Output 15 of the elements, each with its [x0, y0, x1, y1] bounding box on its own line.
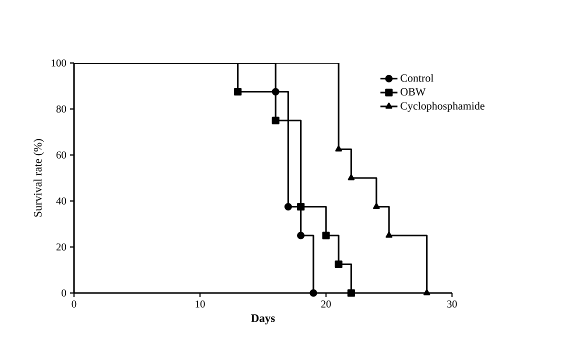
y-tick-label: 60 — [56, 151, 66, 159]
x-tick-label: 30 — [447, 300, 457, 308]
x-tick-label: 20 — [321, 300, 331, 308]
x-tick-label: 10 — [196, 300, 205, 308]
y-axis-title: Survival rate (%) — [34, 139, 44, 217]
y-tick-label: 100 — [52, 59, 66, 67]
x-axis-title: Days — [251, 314, 275, 324]
y-tick-label: 20 — [56, 243, 66, 251]
legend-label: Cyclophosphamide — [400, 102, 484, 112]
y-tick-label: 0 — [62, 289, 66, 297]
legend-label: OBW — [400, 88, 426, 96]
x-tick-label: 0 — [72, 300, 76, 308]
y-tick-label: 80 — [56, 105, 66, 113]
legend-label: Control — [400, 74, 434, 82]
y-tick-label: 40 — [56, 197, 66, 205]
